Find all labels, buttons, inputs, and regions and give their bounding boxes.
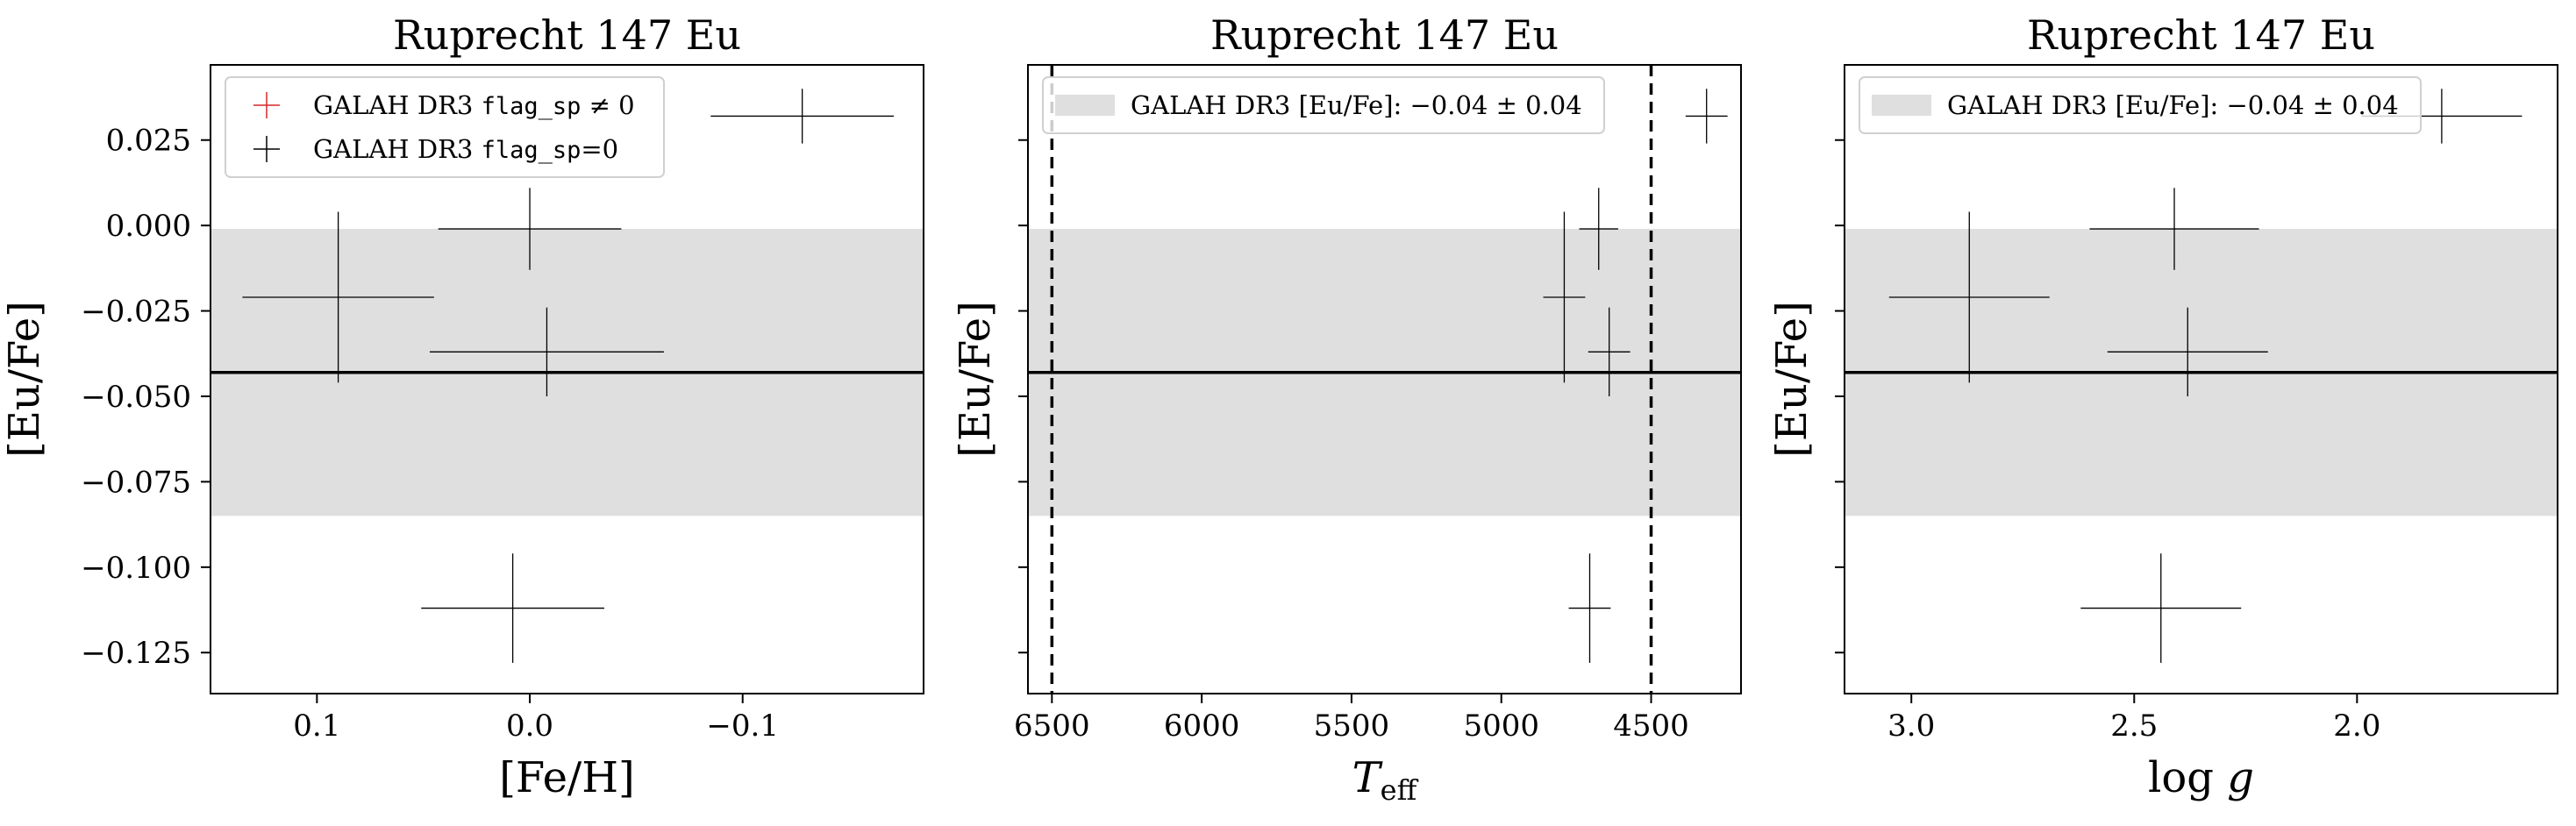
plot-area (1845, 89, 2558, 663)
data-point (1888, 211, 2050, 383)
chart-title: Ruprecht 147 Eu (393, 11, 741, 59)
legend-patch (1055, 95, 1115, 116)
x-tick-label: 6500 (1014, 709, 1090, 744)
x-tick-label: 2.0 (2333, 709, 2380, 744)
x-tick-label: −0.1 (706, 709, 779, 744)
legend-box (225, 76, 665, 178)
x-tick-label: 0.0 (506, 709, 553, 744)
chart-title: Ruprecht 147 Eu (2027, 11, 2375, 59)
legend-label: GALAH DR3 [Eu/Fe]: −0.04 ± 0.04 (1131, 90, 1582, 120)
legend: GALAH DR3 [Eu/Fe]: −0.04 ± 0.04 (1859, 76, 2422, 134)
data-point (1579, 188, 1618, 270)
data-point (242, 211, 434, 383)
legend-patch (1872, 95, 1931, 116)
legend: GALAH DR3 flag_sp ≠ 0 GALAH DR3 flag_sp=0 (225, 76, 665, 178)
data-point (1588, 307, 1631, 396)
legend-label: GALAH DR3 [Eu/Fe]: −0.04 ± 0.04 (1947, 90, 2399, 120)
y-tick-label: −0.125 (81, 636, 191, 671)
x-axis-label: log g (2148, 753, 2254, 802)
data-point (1685, 89, 1728, 144)
x-tick-label: 4500 (1613, 709, 1689, 744)
x-tick-label: 6000 (1164, 709, 1240, 744)
plot-area (1028, 65, 1741, 694)
y-axis-label: [Eu/Fe] (1767, 301, 1816, 458)
y-tick-label: −0.100 (81, 551, 191, 586)
x-tick-label: 3.0 (1887, 709, 1935, 744)
y-tick-label: −0.075 (81, 465, 191, 500)
x-axis-label: Teff (1352, 753, 1419, 807)
axes-frame (1027, 64, 1742, 694)
data-point (429, 307, 664, 396)
chart-panel-2: 6500 6000 5500 5000 4500 Ruprecht 147 Eu Teff [… (951, 11, 1742, 807)
y-tick-label: −0.025 (81, 295, 191, 330)
legend-box (1042, 76, 1605, 134)
legend-label: GALAH DR3 flag_sp ≠ 0 (313, 90, 635, 120)
y-tick-label: 0.000 (106, 209, 191, 244)
y-tick-label: 0.025 (106, 124, 191, 159)
data-point (1568, 553, 1611, 663)
data-point (1543, 211, 1586, 383)
x-tick-label: 5000 (1463, 709, 1539, 744)
axes-frame (210, 64, 924, 694)
data-point (421, 553, 604, 663)
axes-frame (1844, 64, 2558, 694)
x-axis-label: [Fe/H] (499, 753, 635, 802)
y-axis-label: [Eu/Fe] (0, 301, 49, 458)
chart-panel-1: 0.1 0.0 −0.1 0.025 0.000 −0.025 −0.050 −0.075 −0… (0, 11, 924, 802)
legend: GALAH DR3 [Eu/Fe]: −0.04 ± 0.04 (1042, 76, 1605, 134)
x-tick-label: 0.1 (293, 709, 340, 744)
data-point (710, 89, 895, 144)
x-tick-label: 2.5 (2110, 709, 2158, 744)
data-point (2089, 188, 2259, 270)
data-point (2080, 553, 2242, 663)
chart-panel-3: 3.0 2.5 2.0 Ruprecht 147 Eu log g [Eu/Fe] GALA… (1767, 11, 2558, 802)
plot-area (211, 89, 924, 663)
y-tick-label: −0.050 (81, 380, 191, 415)
data-point (2107, 307, 2268, 396)
x-tick-label: 5500 (1314, 709, 1390, 744)
legend-label: GALAH DR3 flag_sp=0 (313, 134, 618, 164)
chart-title: Ruprecht 147 Eu (1210, 11, 1559, 59)
y-axis-label: [Eu/Fe] (951, 301, 1000, 458)
data-point (438, 188, 622, 270)
legend-box (1859, 76, 2422, 134)
